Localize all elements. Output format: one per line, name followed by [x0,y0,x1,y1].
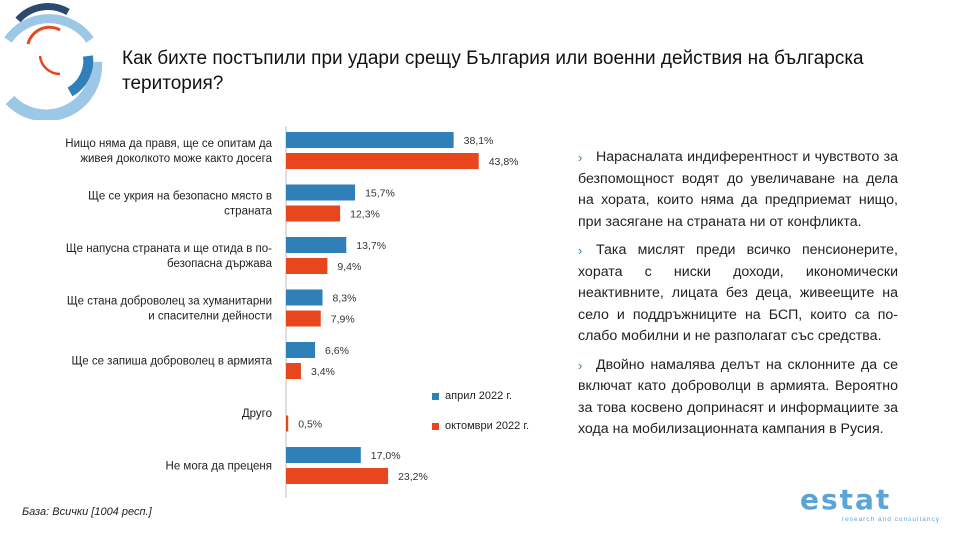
data-label: 0,5% [298,419,322,431]
logo-wordmark: estat [800,483,892,516]
data-label: 9,4% [337,261,361,273]
commentary-item: › Така мислят преди всичко пенсионерите,… [578,240,898,348]
data-label: 13,7% [356,240,386,252]
bar-april [286,184,356,201]
category-label: Друго [242,408,272,420]
category-label: живея доколкото може както досега [80,153,272,165]
category-label: Ще стана доброволец за хуманитарни [67,296,272,308]
category-label: Не мога да преценя [166,461,272,473]
bar-april [286,447,361,463]
commentary-list: › Нарасналата индиферентност и чувството… [578,147,898,448]
legend-item-october: октомври 2022 г. [432,418,529,434]
legend-swatch-october [432,422,439,430]
logo-arcs-decoration [4,3,103,120]
bar-october [286,363,301,379]
bar-april [286,132,454,148]
category-label: страната [224,206,272,218]
bar-october [286,153,479,169]
legend-item-april: април 2022 г. [432,388,529,404]
bar-april [286,342,316,358]
commentary-item: › Нарасналата индиферентност и чувството… [578,147,898,233]
commentary-text: Двойно намалява делът на склонните да се… [578,356,898,438]
data-label: 43,8% [489,156,519,168]
bar-october [286,205,341,222]
category-label: безопасна държава [167,258,273,270]
chevron-right-icon: › [578,357,583,373]
commentary-item: › Двойно намалява делът на склонните да … [578,355,898,441]
page-title: Как бихте постъпили при удари срещу Бълг… [122,48,864,94]
data-label: 7,9% [331,314,355,326]
bar-april [286,289,323,306]
bar-october [286,258,328,274]
bar-october [286,415,289,432]
data-label: 38,1% [464,135,494,147]
category-label: Ще се запиша доброволец в армията [71,356,272,368]
category-label: Нищо няма да правя, ще се опитам да [65,138,272,150]
base-footnote: База: Всички [1004 респ.] [22,506,152,518]
data-label: 3,4% [311,366,335,378]
logo-tagline: research and consultancy [841,516,940,523]
bar-april [286,237,347,253]
chevron-right-icon: › [578,243,583,258]
commentary-text: Така мислят преди всичко пенсионерите, х… [578,242,898,344]
chevron-right-icon: › [578,150,583,165]
commentary-text: Нарасналата индиферентност и чувството з… [578,149,898,230]
bar-october [286,310,321,327]
data-label: 17,0% [371,450,401,462]
data-label: 8,3% [333,293,357,305]
bar-october [286,468,389,484]
data-label: 12,3% [350,209,380,221]
legend-swatch-april [432,392,439,400]
category-label: Ще напусна страната и ще отида в по- [66,243,272,255]
legend-label-october: октомври 2022 г. [445,420,530,432]
bar-chart: Нищо няма да правя, ще се опитам да живея… [65,126,519,498]
legend-label-april: април 2022 г. [445,390,513,402]
data-label: 6,6% [325,345,349,357]
data-label: 23,2% [398,471,428,483]
category-label: Ще се укрия на безопасно място в [88,191,272,203]
data-label: 15,7% [365,188,395,200]
estat-logo: estat research and consultancy [800,486,940,530]
chart-legend: април 2022 г. октомври 2022 г. [432,388,529,448]
category-label: и спасителни дейности [148,311,272,323]
